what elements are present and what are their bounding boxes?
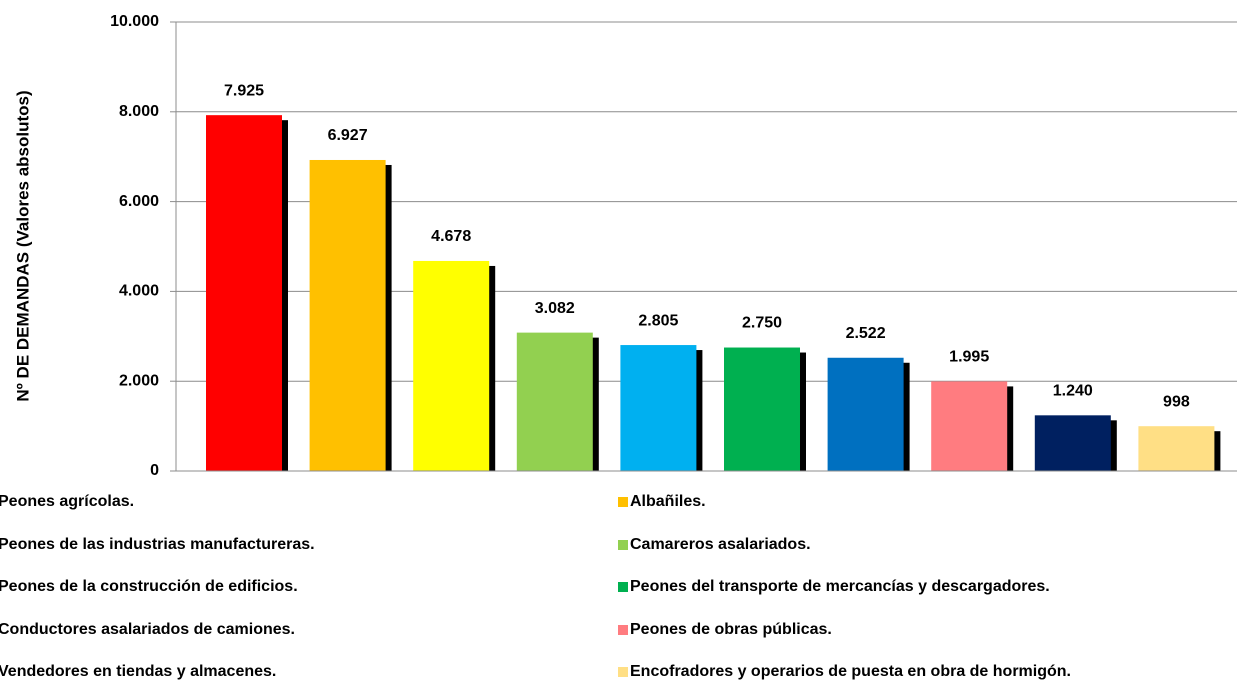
value-label: 1.240 — [1053, 383, 1093, 400]
y-axis-label: Nº DE DEMANDAS (Valores absolutos) — [13, 90, 32, 401]
legend-label: Albañiles. — [630, 493, 706, 510]
value-label: 3.082 — [535, 300, 575, 317]
legend-label: Peones de la construcción de edificios. — [0, 578, 298, 595]
y-tick-label: 4.000 — [119, 283, 159, 300]
y-tick-label: 8.000 — [119, 103, 159, 120]
legend-swatch — [618, 540, 628, 550]
legend-label: Conductores asalariados de camiones. — [0, 621, 295, 638]
bar — [516, 332, 593, 471]
legend-swatch — [618, 667, 628, 677]
value-label: 7.925 — [224, 82, 264, 99]
value-label: 2.522 — [846, 325, 886, 342]
bar — [309, 159, 386, 471]
value-label: 6.927 — [328, 127, 368, 144]
value-label: 1.995 — [949, 349, 989, 366]
y-tick-label: 0 — [150, 462, 159, 479]
legend-swatch — [618, 497, 628, 507]
bar — [620, 345, 697, 471]
y-tick-label: 10.000 — [110, 13, 159, 30]
legend-label: Peones de las industrias manufactureras. — [0, 536, 315, 553]
bar — [1034, 415, 1111, 471]
value-label: 4.678 — [431, 228, 471, 245]
value-label: 998 — [1163, 393, 1190, 410]
bar — [413, 260, 490, 471]
legend-swatch — [618, 582, 628, 592]
legend-label: Peones del transporte de mercancías y de… — [630, 578, 1050, 595]
legend-label: Vendedores en tiendas y almacenes. — [0, 663, 276, 680]
legend-label: Encofradores y operarios de puesta en ob… — [630, 663, 1071, 680]
bar — [827, 357, 904, 471]
bar — [931, 381, 1008, 471]
value-label: 2.750 — [742, 315, 782, 332]
y-tick-label: 2.000 — [119, 372, 159, 389]
legend-label: Peones de obras públicas. — [630, 621, 832, 638]
legend-swatch — [618, 625, 628, 635]
legend-label: Camareros asalariados. — [630, 536, 811, 553]
legend-label: Peones agrícolas. — [0, 493, 134, 510]
bar — [206, 115, 282, 471]
bar — [1138, 426, 1215, 471]
value-label: 2.805 — [638, 312, 678, 329]
bar — [724, 347, 800, 471]
y-tick-label: 6.000 — [119, 193, 159, 210]
